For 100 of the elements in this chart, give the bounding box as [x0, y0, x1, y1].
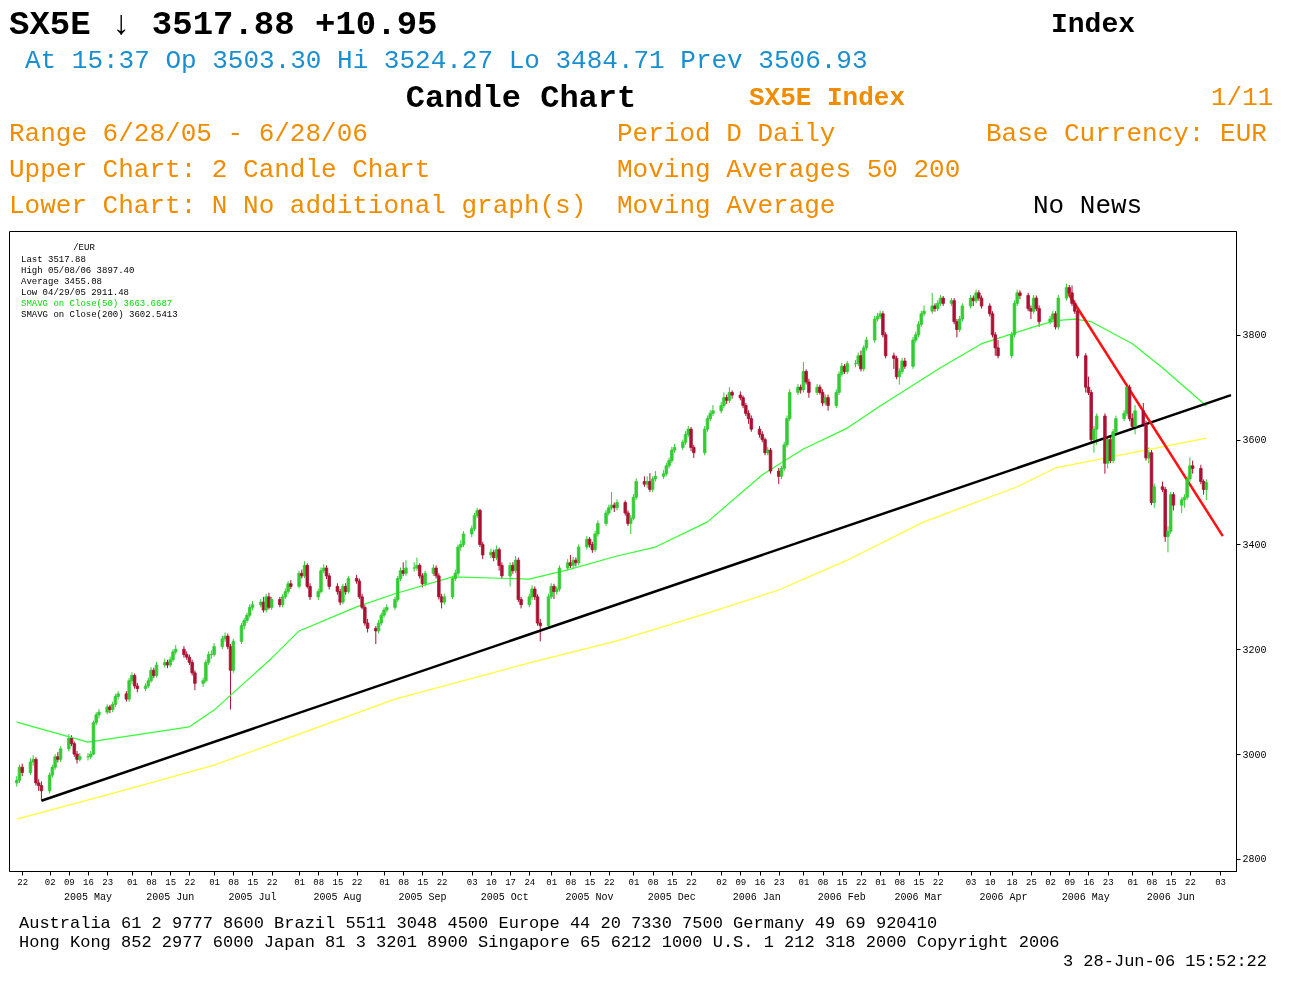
x-tick-label: 22 [856, 877, 867, 888]
x-tick-label: 09 [735, 877, 747, 888]
text: Moving Averages 50 200 [617, 155, 961, 185]
y-tick-label: 3600 [1242, 435, 1267, 447]
x-tick-label: 22 [1184, 877, 1196, 888]
x-tick-label: 01 [546, 877, 558, 888]
text: SX5E Index [749, 83, 906, 113]
candlestick [872, 315, 877, 344]
x-tick-label: 23 [1102, 877, 1114, 888]
x-tick-label: 24 [524, 877, 536, 888]
candlestick [508, 561, 512, 587]
x2-tick-label: 2005 Jun [146, 892, 195, 903]
x2-tick-label: 2005 Dec [647, 892, 696, 903]
x2-tick-label: 2006 Mar [894, 892, 943, 903]
annotation: SMAVG on Close(50) 3663.6687 [21, 299, 173, 309]
candlestick [930, 292, 934, 315]
x-tick-label: 08 [647, 877, 659, 888]
chart-title: SX5E ↓ 3517.88 +10.95 [9, 6, 438, 44]
text: Period D Daily [617, 119, 836, 149]
x-tick-label: 22 [932, 877, 944, 888]
x-tick-label: 08 [228, 877, 240, 888]
candlestick [489, 548, 493, 559]
text: 1/11 [1211, 83, 1274, 113]
text: Base Currency: EUR [986, 119, 1267, 149]
chart-subtitle: At 15:37 Op 3503.30 Hi 3524.27 Lo 3484.71 Prev 3506.93 [25, 46, 868, 76]
x-tick-label: 22 [436, 877, 448, 888]
x-tick-label: 17 [505, 877, 517, 888]
x2-tick-label: 2006 Apr [979, 892, 1028, 903]
x-tick-label: 03 [965, 877, 977, 888]
x2-tick-label: 2006 Jan [732, 892, 781, 903]
text: Index [1051, 9, 1136, 40]
x-tick-label: 22 [603, 877, 615, 888]
x2-tick-label: 2005 Sep [398, 892, 447, 903]
text: No News [1033, 191, 1143, 221]
x-tick-label: 15 [584, 877, 596, 888]
text: Hong Kong 852 2977 6000 Japan 81 3 3201 8900 Singapore 65 6212 1000 U.S. 1 212 318 2000 Copyright 2006 [19, 933, 1060, 952]
x-tick-label: 08 [146, 877, 157, 888]
candlestick [933, 302, 937, 313]
x2-tick-label: 2005 Jul [228, 892, 277, 903]
candlestick [1108, 436, 1113, 464]
x-tick-label: 22 [351, 877, 363, 888]
candlestick [1152, 483, 1156, 509]
text: Moving Average [617, 191, 836, 221]
x-tick-label: 08 [398, 877, 410, 888]
candlestick [894, 355, 899, 380]
x-tick-label: 08 [313, 877, 325, 888]
x-tick-label: 09 [1064, 877, 1076, 888]
x2-tick-label: 2006 Jun [1146, 892, 1195, 903]
annotation: Last 3517.88 [21, 255, 86, 265]
x-tick-label: 02 [1045, 877, 1056, 888]
x-tick-label: 08 [1146, 877, 1158, 888]
x-tick-label: 22 [17, 877, 29, 888]
candlestick [730, 389, 734, 400]
x-tick-label: 15 [417, 877, 429, 888]
candlestick [511, 561, 515, 575]
x-tick-label: 15 [247, 877, 259, 888]
candlestick [1018, 289, 1022, 300]
x-tick-label: 08 [894, 877, 906, 888]
text: Lower Chart: N No additional graph(s) [9, 191, 587, 221]
annotation: SMAVG on Close(200) 3602.5413 [21, 310, 178, 320]
candlestick [557, 564, 562, 593]
x2-tick-label: 2005 Nov [565, 892, 614, 903]
y-tick-label: 2800 [1242, 854, 1267, 866]
x-tick-label: 02 [716, 877, 728, 888]
candlestick [1171, 491, 1176, 511]
x-tick-label: 22 [184, 877, 196, 888]
line-series [16, 318, 1207, 743]
annotation: High 05/08/06 3897.40 [21, 266, 135, 276]
candlestick [56, 751, 60, 763]
text: Candle Chart [405, 80, 637, 117]
x-tick-label: 22 [686, 877, 697, 888]
x-tick-label: 10 [486, 877, 497, 888]
y-tick-label: 3000 [1242, 749, 1267, 761]
x-tick-label: 15 [666, 877, 678, 888]
x-tick-label: 08 [565, 877, 577, 888]
x-tick-label: 16 [754, 877, 766, 888]
x2-tick-label: 2005 Aug [313, 892, 362, 903]
annotation: Low 04/29/05 2911.48 [21, 288, 130, 298]
annotation: /EUR [73, 243, 96, 253]
x-tick-label: 08 [817, 877, 829, 888]
x-tick-label: 18 [1006, 877, 1018, 888]
candlestick [711, 404, 715, 417]
annotation: Average 3455.08 [21, 277, 103, 287]
text: Australia 61 2 9777 8600 Brazil 5511 3048 4500 Europe 44 20 7330 7500 Germany 49 69 920410 [19, 914, 938, 933]
text: Range 6/28/05 - 6/28/06 [9, 119, 368, 149]
x-tick-label: 01 [379, 877, 390, 888]
x-tick-label: 22 [266, 877, 278, 888]
x-tick-label: 15 [165, 877, 177, 888]
x-tick-label: 01 [126, 877, 138, 888]
x-tick-label: 09 [63, 877, 75, 888]
x-tick-label: 25 [1026, 877, 1037, 888]
x-tick-label: 03 [466, 877, 478, 888]
x-tick-label: 03 [1215, 877, 1226, 888]
x2-tick-label: 2006 May [1061, 892, 1110, 903]
x-tick-label: 01 [1127, 877, 1139, 888]
text: 3 28-Jun-06 15:52:22 [1062, 952, 1267, 971]
x-tick-label: 15 [913, 877, 925, 888]
x-tick-label: 16 [83, 877, 94, 888]
x-tick-label: 01 [209, 877, 220, 888]
x-tick-label: 23 [102, 877, 114, 888]
